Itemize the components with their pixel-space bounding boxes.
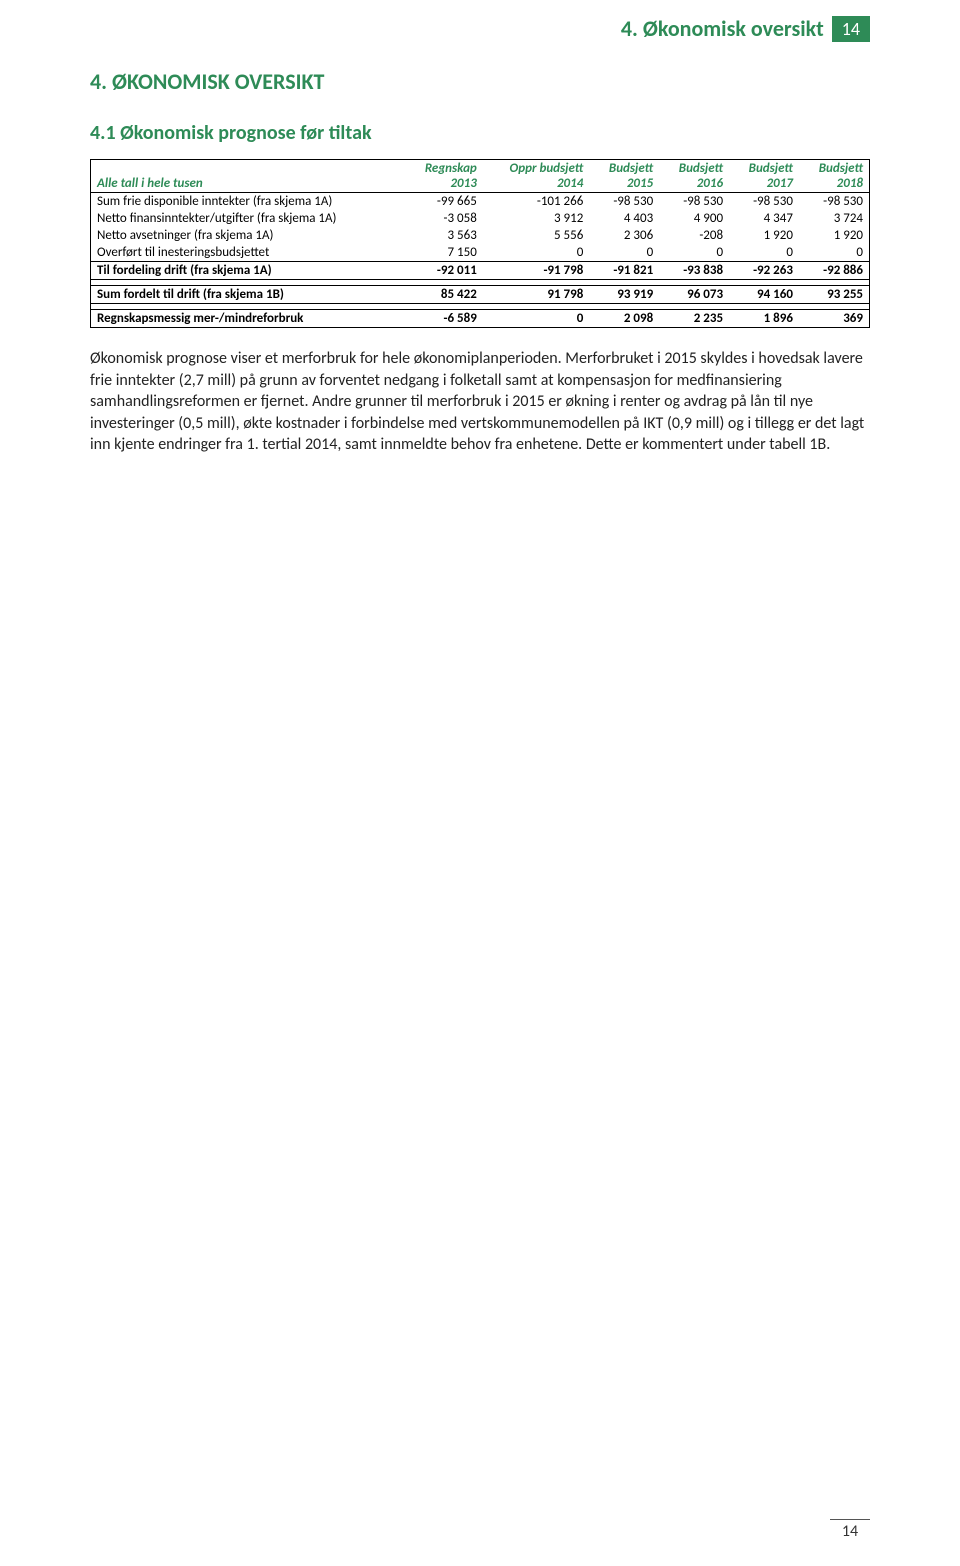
cell-value: 3 563	[403, 227, 482, 244]
cell-value: 0	[483, 244, 590, 262]
cell-value: -98 530	[799, 193, 870, 211]
row-label: Overført til inesteringsbudsjettet	[91, 244, 404, 262]
cell-value: -91 821	[589, 262, 659, 280]
col-header: Oppr budsjett2014	[483, 160, 590, 193]
cell-value: 1 920	[799, 227, 870, 244]
col-header-label: Alle tall i hele tusen	[91, 160, 404, 193]
cell-value: -101 266	[483, 193, 590, 211]
subsection-title: 4.1 Økonomisk prognose før tiltak	[90, 121, 870, 145]
cell-value: 96 073	[659, 286, 729, 304]
cell-value: 0	[483, 310, 590, 328]
cell-value: -98 530	[589, 193, 659, 211]
col-header: Budsjett2018	[799, 160, 870, 193]
body-paragraph: Økonomisk prognose viser et merforbruk f…	[90, 348, 870, 456]
row-label: Sum frie disponible inntekter (fra skjem…	[91, 193, 404, 211]
cell-value: 94 160	[729, 286, 799, 304]
cell-value: -98 530	[659, 193, 729, 211]
cell-value: -6 589	[403, 310, 482, 328]
cell-value: 4 347	[729, 210, 799, 227]
cell-value: 3 912	[483, 210, 590, 227]
header-bar: 4. Økonomisk oversikt 14	[621, 15, 870, 42]
page: 4. Økonomisk oversikt 14 4. ØKONOMISK OV…	[0, 0, 960, 1566]
cell-value: 5 556	[483, 227, 590, 244]
section-title: 4. ØKONOMISK OVERSIKT	[90, 68, 870, 95]
header-title: 4. Økonomisk oversikt	[621, 15, 824, 42]
header-page-badge: 14	[832, 16, 870, 42]
cell-value: 7 150	[403, 244, 482, 262]
cell-value: -92 886	[799, 262, 870, 280]
cell-value: 2 098	[589, 310, 659, 328]
cell-value: 1 896	[729, 310, 799, 328]
cell-value: -3 058	[403, 210, 482, 227]
row-label: Sum fordelt til drift (fra skjema 1B)	[91, 286, 404, 304]
table-body: Sum frie disponible inntekter (fra skjem…	[91, 193, 870, 328]
cell-value: 0	[729, 244, 799, 262]
row-label: Til fordeling drift (fra skjema 1A)	[91, 262, 404, 280]
cell-value: 4 403	[589, 210, 659, 227]
cell-value: -92 263	[729, 262, 799, 280]
col-header: Budsjett2016	[659, 160, 729, 193]
row-label: Netto finansinntekter/utgifter (fra skje…	[91, 210, 404, 227]
cell-value: 1 920	[729, 227, 799, 244]
cell-value: 0	[799, 244, 870, 262]
cell-value: -98 530	[729, 193, 799, 211]
cell-value: 369	[799, 310, 870, 328]
cell-value: -91 798	[483, 262, 590, 280]
footer-page-number: 14	[830, 1519, 870, 1541]
cell-value: 0	[659, 244, 729, 262]
row-label: Netto avsetninger (fra skjema 1A)	[91, 227, 404, 244]
finance-table: Alle tall i hele tusen Regnskap2013 Oppr…	[90, 159, 870, 328]
cell-value: 85 422	[403, 286, 482, 304]
row-label: Regnskapsmessig mer-/mindreforbruk	[91, 310, 404, 328]
cell-value: -93 838	[659, 262, 729, 280]
cell-value: -208	[659, 227, 729, 244]
cell-value: 4 900	[659, 210, 729, 227]
cell-value: 91 798	[483, 286, 590, 304]
col-header: Regnskap2013	[403, 160, 482, 193]
cell-value: 2 235	[659, 310, 729, 328]
cell-value: 2 306	[589, 227, 659, 244]
col-header: Budsjett2017	[729, 160, 799, 193]
cell-value: 3 724	[799, 210, 870, 227]
cell-value: 0	[589, 244, 659, 262]
cell-value: 93 919	[589, 286, 659, 304]
cell-value: -99 665	[403, 193, 482, 211]
cell-value: 93 255	[799, 286, 870, 304]
cell-value: -92 011	[403, 262, 482, 280]
col-header: Budsjett2015	[589, 160, 659, 193]
